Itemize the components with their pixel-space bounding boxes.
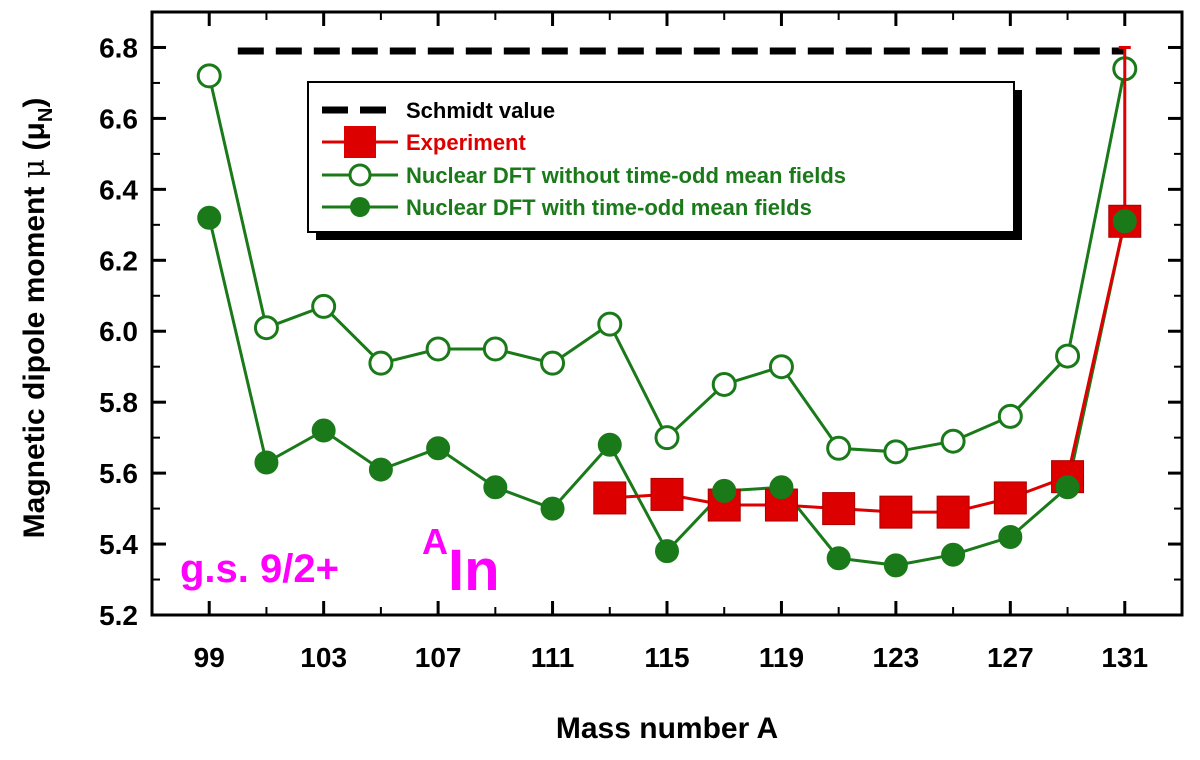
- x-tick-label: 111: [531, 642, 575, 673]
- y-tick-label: 6.8: [99, 32, 138, 63]
- series-dft-with-point: [311, 418, 336, 443]
- annotation-state: g.s. 9/2+: [180, 547, 339, 591]
- y-axis-title-main: Magnetic dipole moment: [18, 178, 51, 538]
- legend-experiment-marker: [344, 126, 376, 158]
- series-dft-without-point: [768, 354, 794, 380]
- legend-label: Nuclear DFT without time-odd mean fields: [406, 163, 846, 188]
- series-dft-with-point: [941, 542, 966, 567]
- y-axis-title-unit-sub: N: [35, 108, 57, 122]
- series-dft-with-line: [207, 217, 1127, 567]
- y-tick-label: 5.2: [99, 600, 138, 631]
- series-dft-without-point: [311, 293, 337, 319]
- series-experiment-point: [936, 495, 970, 529]
- ticks-layer: 99 103 107 111 115 119 123 127 131 5.2 5.4 5.6 5.8 6.…: [99, 12, 1182, 673]
- series-dft-without-point: [940, 428, 966, 454]
- series-dft-without-point: [196, 63, 222, 89]
- series-dft-with-point: [1055, 475, 1080, 500]
- y-axis-title: Magnetic dipole moment μ (μN): [17, 98, 57, 539]
- y-axis-title-symbol: μ: [17, 159, 52, 179]
- x-tick-label: 103: [300, 642, 347, 673]
- x-tick-label: 119: [759, 642, 804, 673]
- series-dft-with-point: [483, 475, 508, 500]
- annotation-isotope: In: [448, 538, 500, 603]
- x-tick-label: 99: [194, 642, 225, 673]
- series-dft-with-point: [998, 524, 1023, 549]
- series-experiment-point: [650, 477, 684, 511]
- series-experiment-line: [609, 220, 1127, 514]
- y-tick-label: 6.2: [99, 245, 138, 276]
- series-dft-with-point: [426, 436, 451, 461]
- series-experiment-point: [822, 492, 856, 526]
- series-dft-with-point: [883, 553, 908, 578]
- legend-dft-without-marker: [348, 163, 372, 187]
- series-dft-without-point: [826, 435, 852, 461]
- series-dft-with-point: [826, 546, 851, 571]
- series-dft-without-point: [711, 371, 737, 397]
- series-dft-with-point: [712, 478, 737, 503]
- y-axis-title-unit-close: ): [18, 98, 51, 108]
- x-tick-label: 123: [873, 642, 920, 673]
- series-dft-with-point: [597, 432, 622, 457]
- x-tick-label: 127: [987, 642, 1034, 673]
- x-axis-title: Mass number A: [556, 712, 778, 745]
- legend-label: Nuclear DFT with time-odd mean fields: [406, 195, 812, 220]
- legend-items: Schmidt value Experiment Nuclear DFT witho…: [322, 98, 846, 220]
- series-dft-without-point: [654, 425, 680, 451]
- series-dft-with-point: [540, 496, 565, 521]
- series-dft-with-point: [769, 475, 794, 500]
- series-layer: [196, 45, 1142, 578]
- series-dft-without-point: [1055, 343, 1081, 369]
- series-dft-without-point: [253, 315, 279, 341]
- y-tick-label: 5.4: [99, 529, 138, 560]
- series-dft-with-point: [1112, 209, 1137, 234]
- legend-label: Schmidt value: [406, 98, 555, 123]
- legend-dft-with-marker: [350, 197, 370, 217]
- x-tick-label: 131: [1101, 642, 1148, 673]
- y-tick-label: 6.0: [99, 316, 138, 347]
- series-dft-without-point: [540, 350, 566, 376]
- series-dft-with-point: [254, 450, 279, 475]
- series-dft-without-point: [597, 311, 623, 337]
- series-dft-with-point: [368, 457, 393, 482]
- y-tick-label: 5.8: [99, 387, 138, 418]
- series-dft-with-point: [197, 205, 222, 230]
- series-dft-without-point: [883, 439, 909, 465]
- series-experiment-point: [879, 495, 913, 529]
- y-axis-title-unit-open: (μ: [18, 122, 51, 159]
- series-dft-without-point: [425, 336, 451, 362]
- series-dft-without-point: [482, 336, 508, 362]
- x-tick-label: 107: [415, 642, 462, 673]
- y-tick-label: 5.6: [99, 458, 138, 489]
- y-tick-label: 6.4: [99, 174, 138, 205]
- legend-label: Experiment: [406, 130, 526, 155]
- series-experiment-point: [993, 481, 1027, 515]
- series-dft-without-point: [997, 403, 1023, 429]
- x-tick-label: 115: [644, 642, 689, 673]
- legend-box: [307, 81, 1015, 233]
- series-dft-without-point: [368, 350, 394, 376]
- legend: Schmidt value Experiment Nuclear DFT witho…: [307, 81, 1022, 240]
- series-dft-with-point: [655, 539, 679, 564]
- series-experiment-point: [593, 481, 627, 515]
- y-tick-label: 6.6: [99, 103, 138, 134]
- annotation-isotope-sup: A: [422, 521, 448, 562]
